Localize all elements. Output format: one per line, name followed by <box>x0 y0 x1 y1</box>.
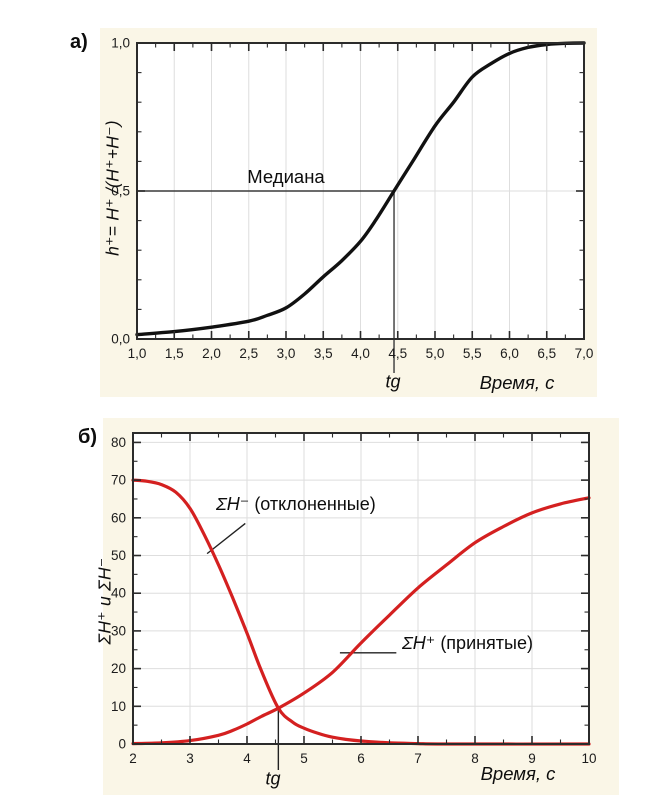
curve-sum-h-plus-accepted <box>131 496 591 746</box>
panel-label-a: а) <box>70 31 88 53</box>
x-tick-label: 1,0 <box>128 346 147 361</box>
panel-label-b: б) <box>78 426 98 448</box>
x-tick-label: 1,5 <box>165 346 184 361</box>
x-tick-label: 7 <box>414 751 422 766</box>
y-tick-label: 30 <box>111 623 126 638</box>
x-tick-label: 5 <box>300 751 308 766</box>
plot-border-a <box>136 42 585 340</box>
x-tick-label: 4 <box>243 751 251 766</box>
y-tick-label: 70 <box>111 473 126 488</box>
x-tick-label: 2,0 <box>202 346 221 361</box>
series-annotation-rejected-symbol: ΣH⁻ <box>216 494 250 514</box>
y-tick-label: 10 <box>111 699 126 714</box>
tg-label-a: tg <box>385 371 401 392</box>
x-tick-label: 4,5 <box>388 346 407 361</box>
x-tick-label: 8 <box>471 751 479 766</box>
x-tick-label: 7,0 <box>575 346 594 361</box>
x-tick-label: 3 <box>186 751 194 766</box>
median-annotation-label: Медиана <box>247 166 325 187</box>
series-annotation-accepted-text: (принятые) <box>440 633 533 653</box>
y-tick-label: 0 <box>118 737 126 752</box>
x-tick-label: 4,0 <box>351 346 370 361</box>
x-tick-label: 6 <box>357 751 365 766</box>
x-tick-label: 2 <box>129 751 137 766</box>
series-annotation-rejected: ΣH⁻ (отклоненные) <box>216 494 376 515</box>
y-axis-label-b: ΣH⁺ и ΣH⁻ <box>94 557 115 645</box>
x-tick-label: 3,5 <box>314 346 333 361</box>
y-tick-label: 50 <box>111 548 126 563</box>
annotation-leader-line <box>206 522 246 555</box>
x-tick-label: 6,0 <box>500 346 519 361</box>
x-tick-label: 3,0 <box>277 346 296 361</box>
x-tick-label: 9 <box>528 751 536 766</box>
x-tick-label: 6,5 <box>537 346 556 361</box>
y-tick-label: 60 <box>111 510 126 525</box>
tg-label-b: tg <box>265 768 281 789</box>
x-axis-label-a: Время, с <box>479 372 555 393</box>
y-tick-label: 1,0 <box>111 36 130 51</box>
x-tick-label: 5,0 <box>426 346 445 361</box>
curve-share-accepted-sigmoid <box>135 41 586 337</box>
y-axis-label-a: h⁺= H⁺ /(H⁺+H⁻) <box>102 120 123 256</box>
plot-border-b <box>132 432 590 745</box>
y-tick-label: 40 <box>111 586 126 601</box>
series-annotation-accepted-symbol: ΣH⁺ <box>402 633 436 653</box>
y-tick-label: 0,5 <box>111 184 130 199</box>
x-tick-label: 10 <box>581 751 596 766</box>
y-tick-label: 0,0 <box>111 332 130 347</box>
x-tick-label: 2,5 <box>239 346 258 361</box>
series-annotation-rejected-text: (отклоненные) <box>254 494 376 514</box>
y-tick-label: 20 <box>111 661 126 676</box>
series-annotation-accepted: ΣH⁺ (принятые) <box>402 633 533 654</box>
x-tick-label: 5,5 <box>463 346 482 361</box>
x-axis-label-b: Время, с <box>480 763 556 784</box>
y-tick-label: 80 <box>111 435 126 450</box>
